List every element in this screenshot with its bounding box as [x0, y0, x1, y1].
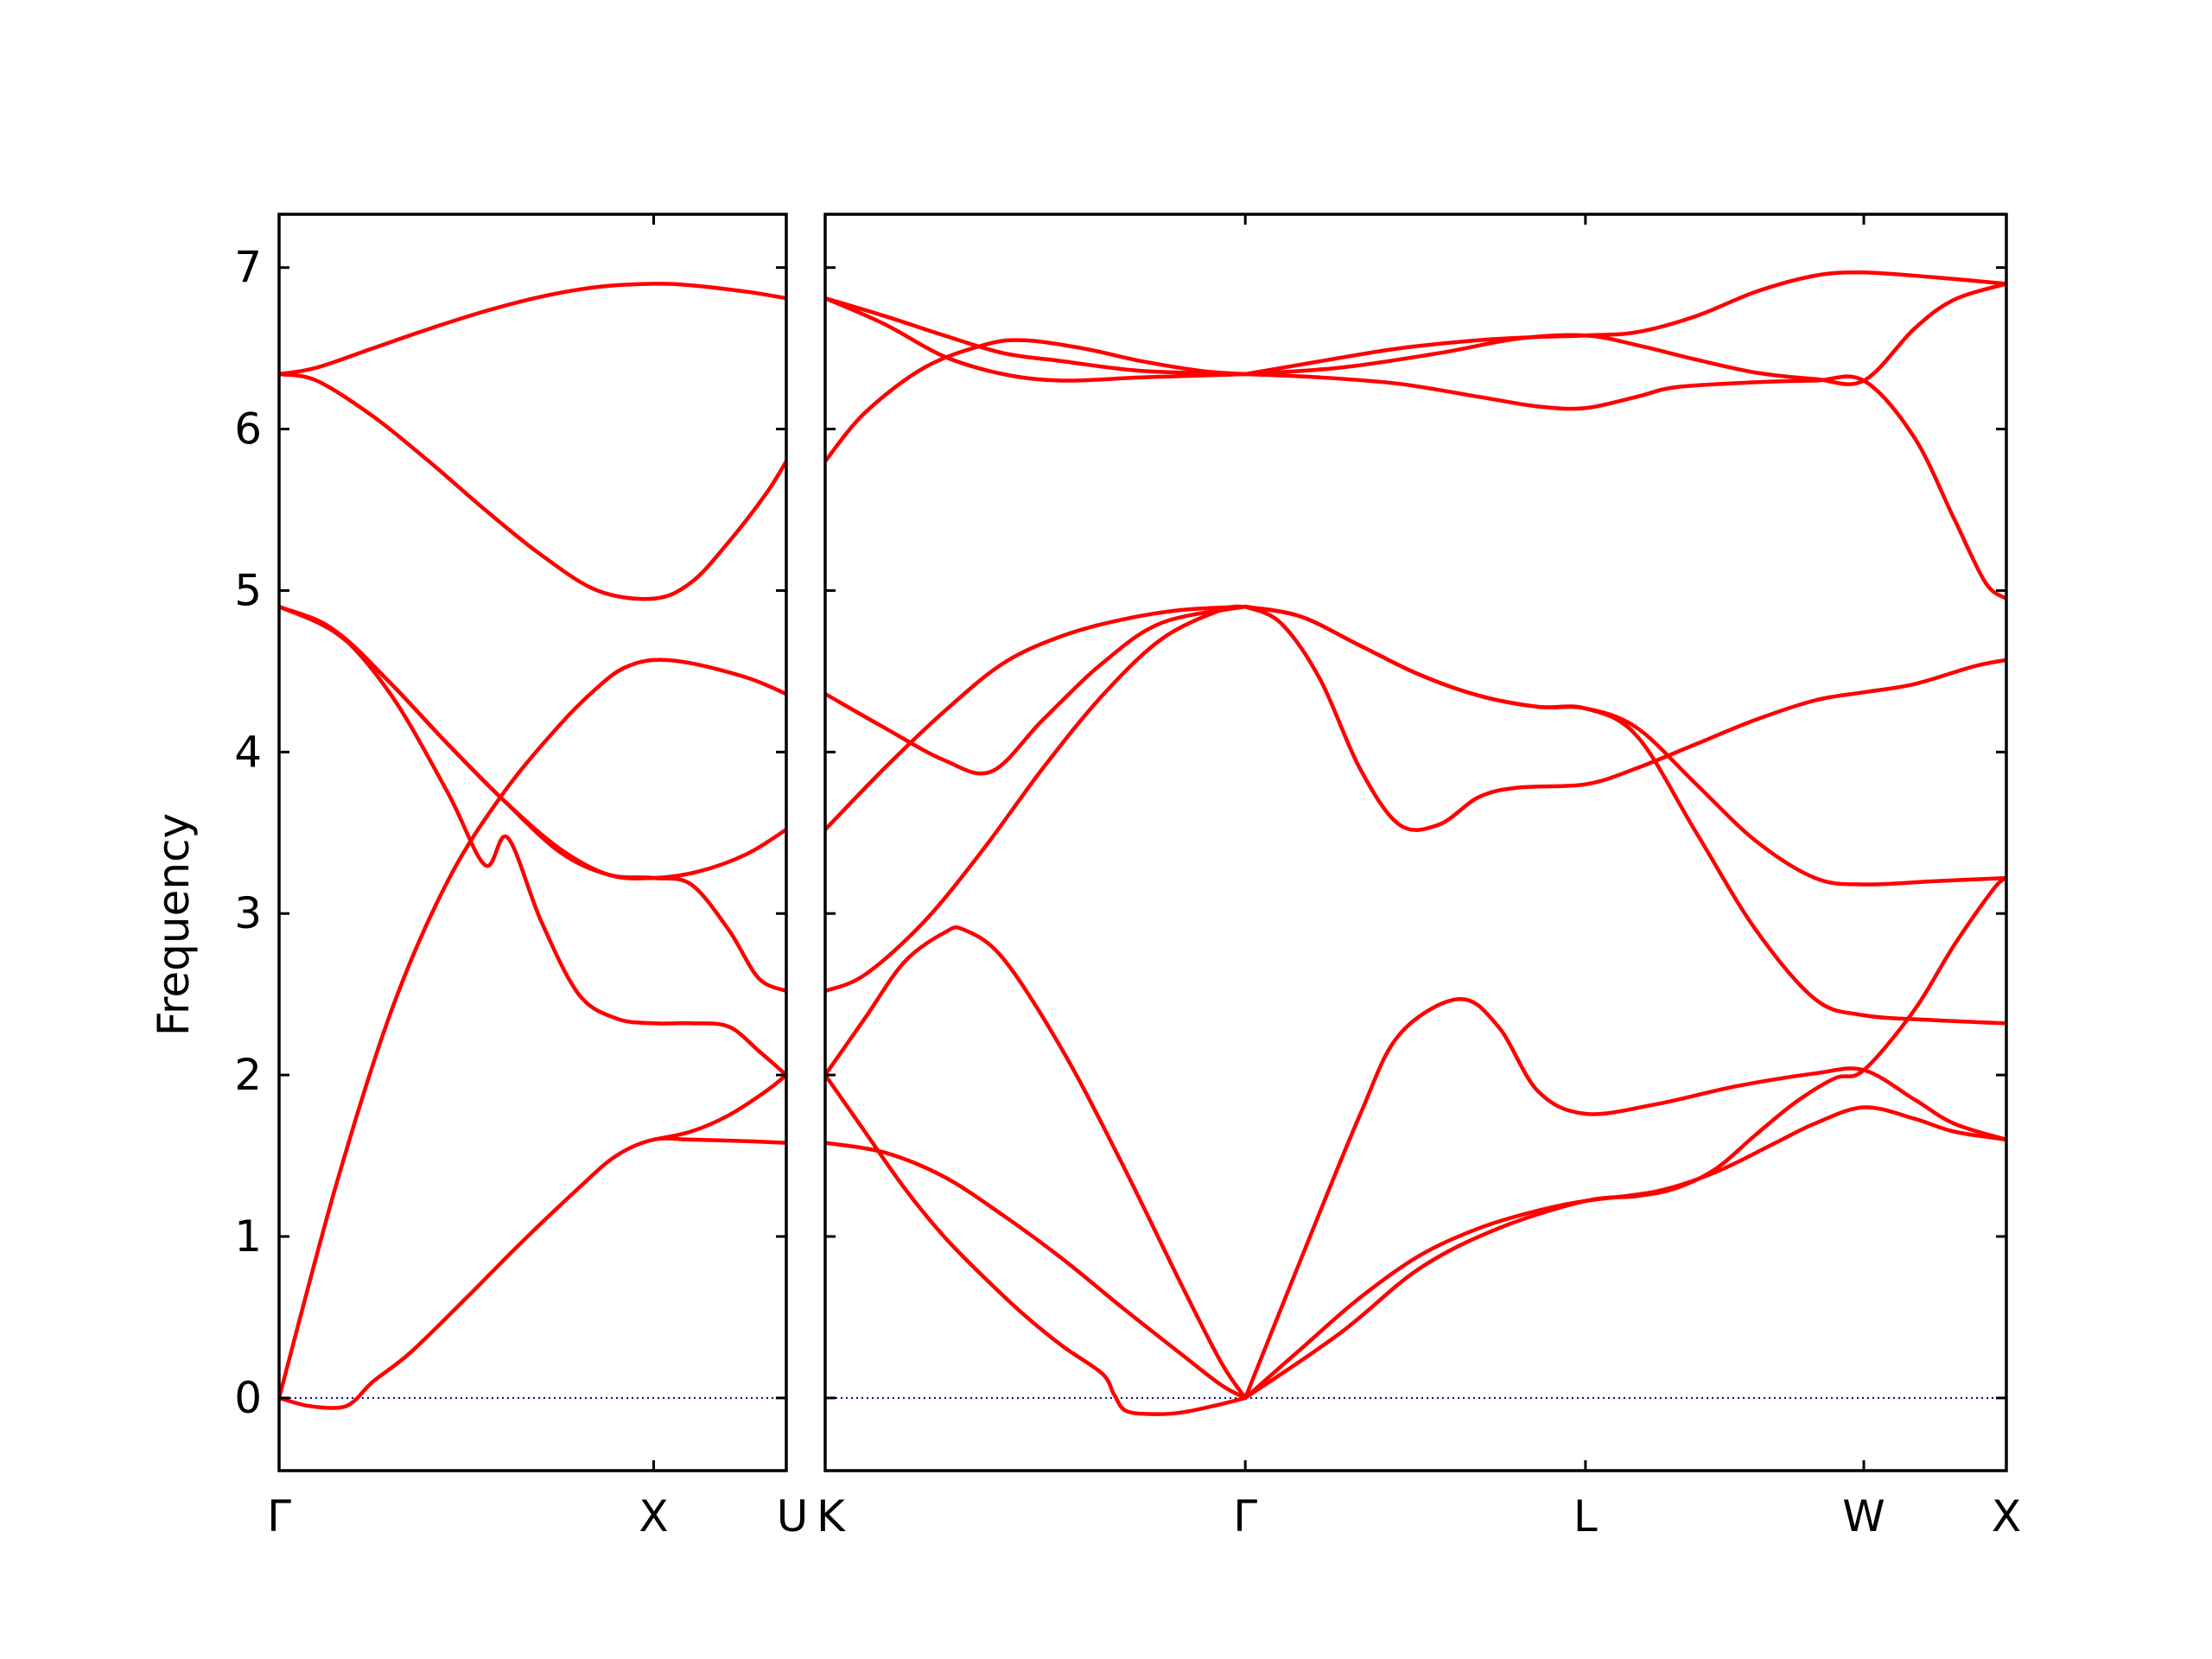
band-line [279, 604, 786, 880]
left-bands [279, 282, 786, 1410]
y-axis-label: Frequency [149, 813, 199, 1036]
band-line [825, 1072, 1248, 1416]
band-line [825, 1141, 1248, 1401]
band-line [825, 604, 1248, 832]
y-tick-label: 6 [234, 404, 262, 454]
y-tick-label: 4 [234, 727, 262, 777]
x-tick-label: K [817, 1491, 846, 1541]
y-tick-label: 5 [234, 565, 262, 615]
band-line [1243, 372, 2006, 601]
band-line [652, 1072, 786, 1142]
band-line [1243, 604, 2006, 832]
band-line [825, 338, 1248, 464]
band-line [279, 658, 786, 1401]
x-tick-label: Γ [1233, 1491, 1257, 1541]
band-line [1243, 875, 2006, 1401]
plot-frame [277, 213, 788, 1472]
band-line [279, 1136, 786, 1410]
x-tick-label: Γ [267, 1491, 291, 1541]
band-line [1243, 604, 2006, 1026]
plot-frame [823, 213, 2008, 1472]
band-line [1243, 270, 2006, 377]
x-tick-label: X [639, 1491, 668, 1541]
x-tick-label: L [1573, 1491, 1598, 1541]
x-tick-label: W [1842, 1491, 1885, 1541]
y-tick-label: 7 [234, 243, 262, 293]
y-tick-label: 1 [234, 1211, 262, 1262]
right-bands [825, 270, 2006, 1416]
band-line [1243, 997, 2006, 1401]
y-tick-label: 3 [234, 888, 262, 938]
band-line [1243, 1105, 2006, 1401]
x-tick-label: U [777, 1491, 809, 1541]
x-tick-label: X [1992, 1491, 2021, 1541]
band-line [825, 604, 1248, 994]
band-line [279, 604, 786, 1077]
band-line [1243, 282, 2006, 386]
band-line [279, 282, 786, 377]
band-line [825, 925, 1248, 1401]
band-line [825, 296, 1248, 383]
band-line [825, 604, 1248, 776]
y-tick-label: 2 [234, 1050, 262, 1100]
left-panel: 0 1 2 3 4 5 6 7 Γ X U [234, 213, 809, 1541]
band-line [825, 296, 1248, 377]
band-line [279, 604, 786, 994]
band-line [279, 372, 786, 601]
y-tick-label: 0 [234, 1373, 262, 1423]
band-line [1243, 604, 2006, 887]
